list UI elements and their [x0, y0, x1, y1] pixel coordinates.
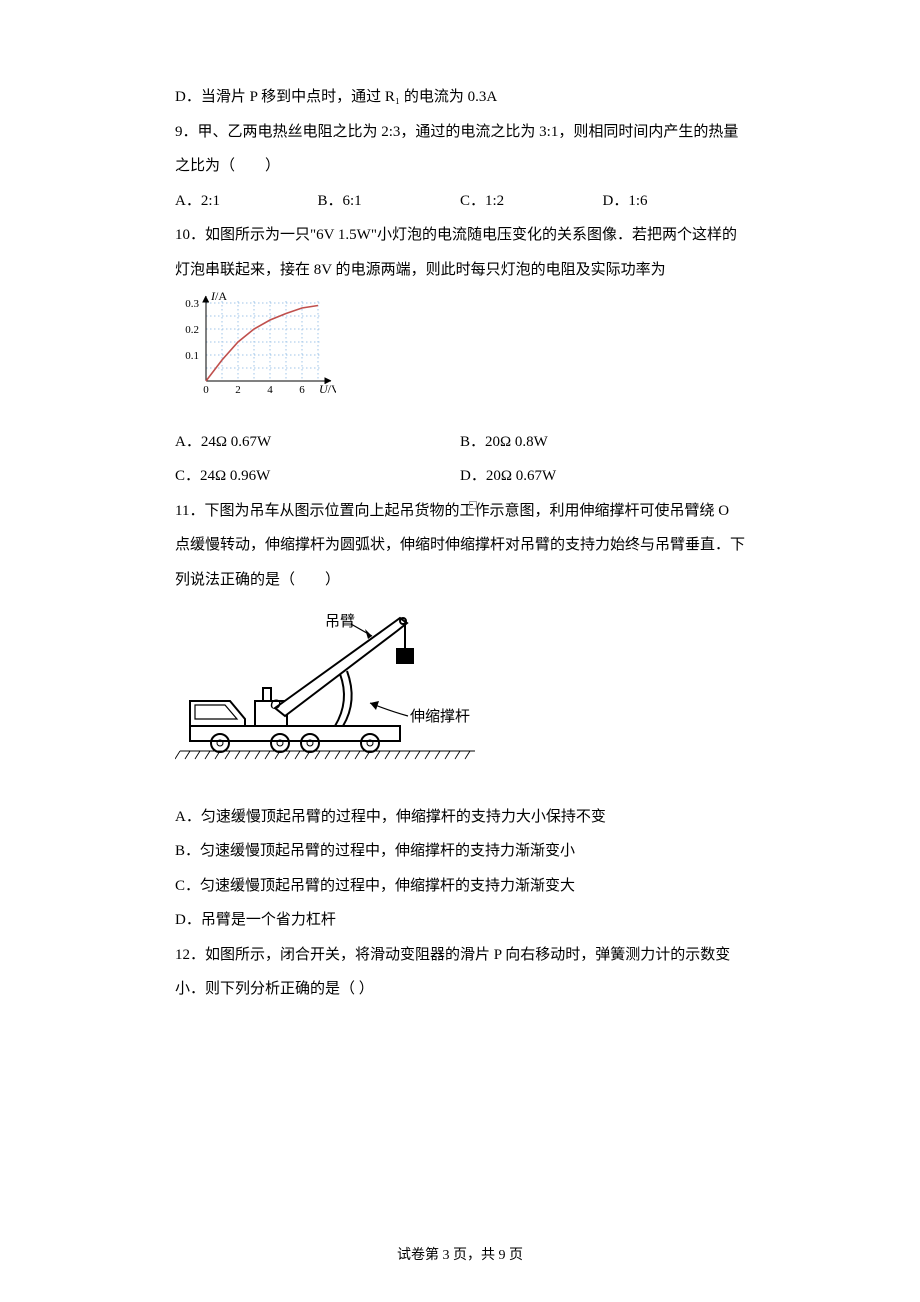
- svg-text:0.1: 0.1: [185, 350, 199, 362]
- alignment-marker: [469, 501, 477, 509]
- svg-text:0.2: 0.2: [185, 324, 199, 336]
- q9-option-a: A．2:1: [175, 184, 318, 219]
- svg-text:4: 4: [267, 384, 273, 396]
- svg-text:2: 2: [235, 384, 241, 396]
- q10-option-c: C．24Ω 0.96W: [175, 459, 460, 494]
- q11-diagram: O 吊臂 伸缩撑杆: [175, 601, 745, 785]
- q11-option-c: C．匀速缓慢顶起吊臂的过程中，伸缩撑杆的支持力渐渐变大: [175, 869, 745, 904]
- q9-option-d: D．1:6: [603, 184, 746, 219]
- q10-option-d: D．20Ω 0.67W: [460, 459, 745, 494]
- q10-option-a: A．24Ω 0.67W: [175, 425, 460, 460]
- q10-stem: 10．如图所示为一只"6V 1.5W"小灯泡的电流随电压变化的关系图像．若把两个…: [175, 218, 745, 287]
- q11-option-b: B．匀速缓慢顶起吊臂的过程中，伸缩撑杆的支持力渐渐变小: [175, 834, 745, 869]
- svg-text:U/V: U/V: [319, 382, 336, 396]
- q10-option-b: B．20Ω 0.8W: [460, 425, 745, 460]
- q9-options: A．2:1 B．6:1 C．1:2 D．1:6: [175, 184, 745, 219]
- q10-chart: 0 2 4 6 0.1 0.2 0.3 I/A U/V: [171, 291, 745, 415]
- page-footer: 试卷第 3 页，共 9 页: [0, 1240, 920, 1272]
- q9-stem: 9．甲、乙两电热丝电阻之比为 2:3，通过的电流之比为 3:1，则相同时间内产生…: [175, 115, 745, 184]
- svg-text:O: O: [270, 697, 281, 713]
- svg-text:I/A: I/A: [210, 291, 227, 303]
- q11-option-a: A．匀速缓慢顶起吊臂的过程中，伸缩撑杆的支持力大小保持不变: [175, 800, 745, 835]
- q11-stem: 11．下图为吊车从图示位置向上起吊货物的工作示意图，利用伸缩撑杆可使吊臂绕 O …: [175, 494, 745, 598]
- arm-label: 吊臂: [325, 613, 355, 630]
- q9-option-c: C．1:2: [460, 184, 603, 219]
- q9-option-b: B．6:1: [318, 184, 461, 219]
- q12-stem: 12．如图所示，闭合开关，将滑动变阻器的滑片 P 向右移动时，弹簧测力计的示数变…: [175, 938, 745, 1007]
- q11-stem-text: 11．下图为吊车从图示位置向上起吊货物的工作示意图，利用伸缩撑杆可使吊臂绕 O …: [175, 503, 745, 588]
- svg-text:0.3: 0.3: [185, 298, 199, 310]
- q10-options: A．24Ω 0.67W B．20Ω 0.8W C．24Ω 0.96W D．20Ω…: [175, 425, 745, 494]
- svg-text:6: 6: [299, 384, 305, 396]
- q8-option-d: D．当滑片 P 移到中点时，通过 R₁ 的电流为 0.3A: [175, 80, 745, 115]
- svg-text:0: 0: [203, 384, 209, 396]
- q11-option-d: D．吊臂是一个省力杠杆: [175, 903, 745, 938]
- rod-label: 伸缩撑杆: [410, 708, 470, 725]
